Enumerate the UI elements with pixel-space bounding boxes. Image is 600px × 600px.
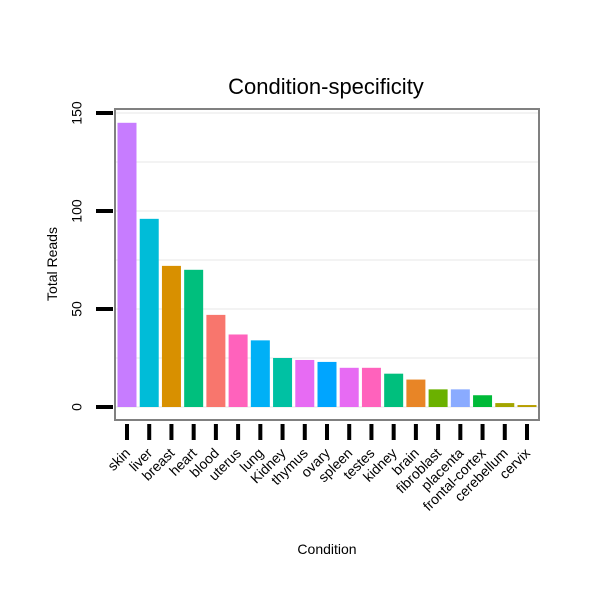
chart-title: Condition-specificity [228,74,424,99]
bar-blood [206,314,226,407]
bar-frontal-cortex [473,395,493,407]
bar-placenta [450,389,470,407]
bar-spleen [339,367,359,407]
bar-liver [139,218,159,407]
y-tick-label: 50 [69,301,85,317]
y-tick-label: 0 [69,403,85,411]
bar-skin [117,122,137,408]
bar-cervix [517,405,537,407]
bar-uterus [228,334,248,407]
x-axis-label: Condition [297,541,356,557]
bars [117,122,537,408]
bar-heart [184,269,204,407]
bar-testes [361,367,381,407]
y-tick-label: 150 [69,101,85,125]
bar-lung [250,340,270,407]
bar-ovary [317,361,337,407]
y-axis: 0 50 100 150 [69,101,113,411]
bar-fibroblast [428,389,448,407]
bar-brain [406,379,426,407]
y-tick-label: 100 [69,199,85,223]
bar-cerebellum [495,403,515,407]
plot-border [114,108,540,421]
y-axis-label: Total Reads [44,227,60,301]
bar-kidney [384,373,404,407]
bar-thymus [295,359,315,407]
bar-kidney [273,358,293,407]
bar-breast [161,265,181,407]
